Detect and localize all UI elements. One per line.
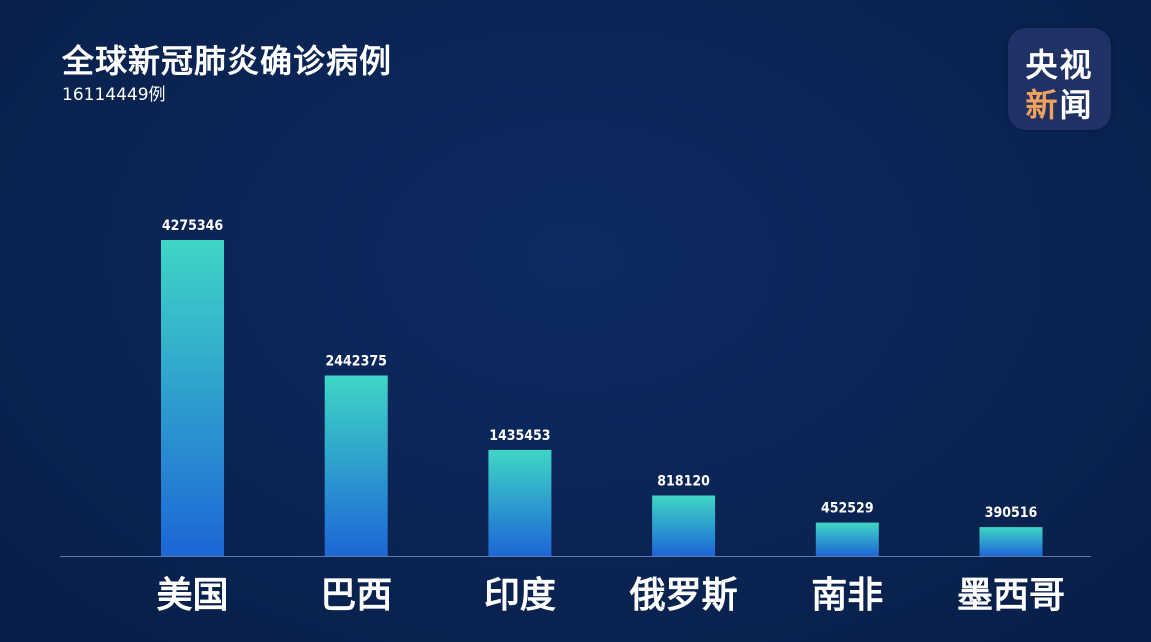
labels-group: 4275346 美国 2442375 巴西 1435453 印度 818120 俄罗斯 4525…	[156, 218, 1065, 616]
logo-line-1: 央视	[1025, 46, 1094, 84]
value-label-5: 390516	[985, 505, 1038, 521]
bars-group	[161, 240, 1043, 556]
bar-4	[815, 522, 879, 556]
category-label-5: 墨西哥	[957, 574, 1065, 616]
value-label-2: 1435453	[489, 428, 550, 444]
bar-5	[979, 527, 1043, 556]
bar-1	[324, 375, 388, 556]
bar-3	[652, 495, 716, 556]
bar-0	[161, 240, 224, 556]
logo-line-2: 新闻	[1008, 80, 1111, 126]
cctv-news-logo: 央视 新闻	[1008, 28, 1111, 130]
logo-char-accent: 新	[1025, 86, 1060, 124]
value-label-4: 452529	[821, 501, 874, 517]
category-label-3: 俄罗斯	[629, 574, 738, 616]
chart-title: 全球新冠肺炎确诊病例	[62, 42, 393, 80]
value-label-0: 4275346	[162, 218, 224, 234]
value-label-1: 2442375	[326, 354, 387, 370]
category-label-4: 南非	[811, 574, 883, 616]
category-label-2: 印度	[484, 574, 556, 616]
category-label-0: 美国	[156, 574, 228, 616]
logo-char: 闻	[1059, 86, 1094, 124]
value-label-3: 818120	[657, 474, 710, 490]
bar-2	[488, 449, 552, 556]
chart-subtitle: 16114449例	[62, 85, 166, 105]
category-label-1: 巴西	[320, 574, 392, 616]
